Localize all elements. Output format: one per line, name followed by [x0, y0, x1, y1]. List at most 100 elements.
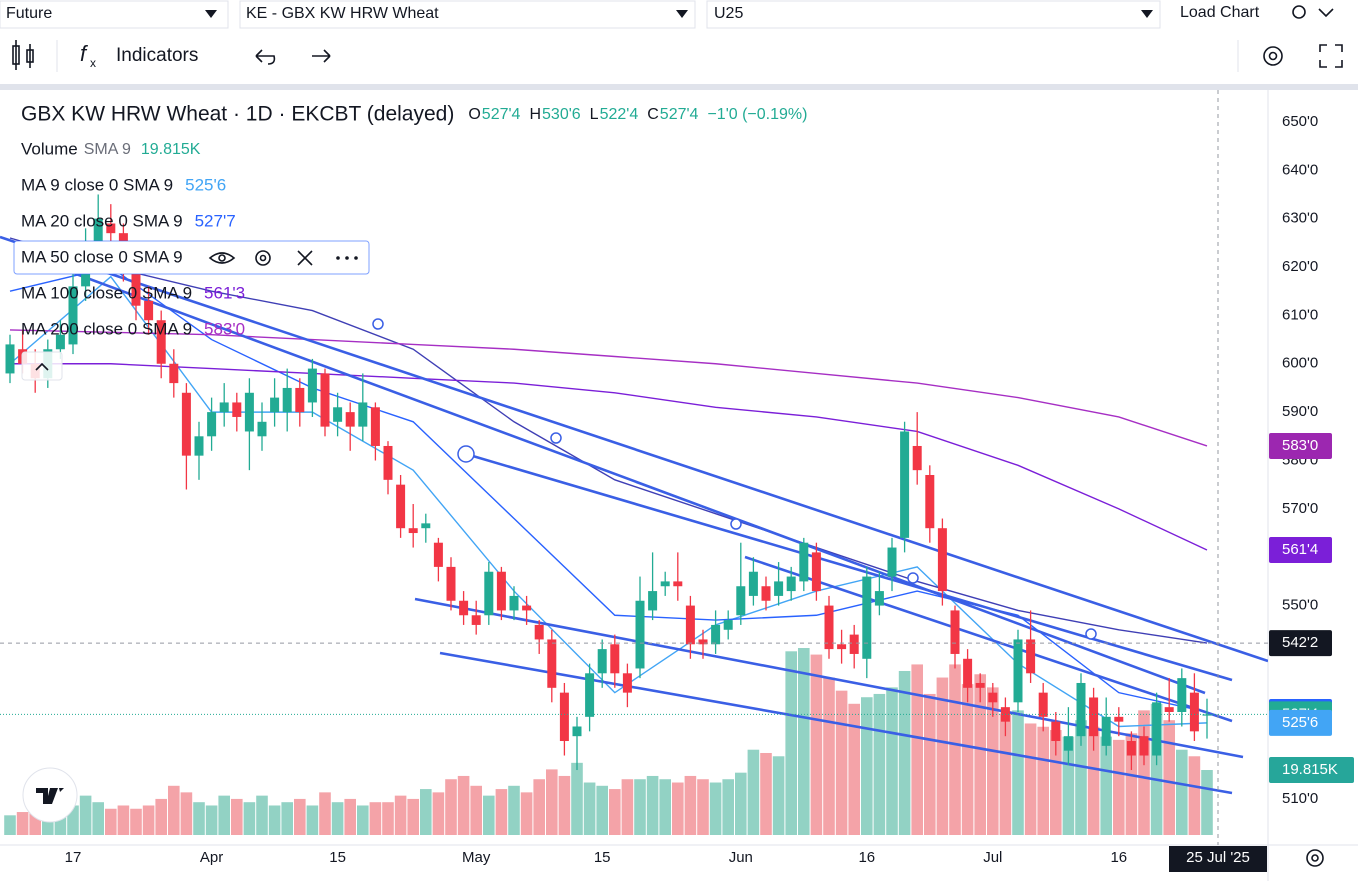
volume-bar — [231, 798, 243, 835]
candle-body — [282, 387, 292, 413]
legend-text: C — [647, 106, 659, 123]
volume-bar — [319, 792, 331, 835]
volume-bar — [1050, 730, 1062, 835]
candle-body — [1164, 707, 1174, 712]
dropdown[interactable] — [1141, 10, 1153, 18]
logo[interactable] — [22, 767, 78, 823]
y-tick-label: 510'0 — [1282, 790, 1318, 807]
trend-line[interactable] — [744, 555, 1233, 723]
legend-selected[interactable] — [13, 240, 370, 275]
redo[interactable] — [312, 49, 331, 63]
dropdown[interactable] — [205, 10, 217, 18]
chevron[interactable] — [1318, 8, 1334, 18]
candle-body — [1114, 716, 1124, 722]
anchor[interactable] — [1085, 628, 1097, 640]
legend-text: 561'3 — [204, 283, 245, 302]
volume-bar — [999, 713, 1012, 835]
candle-body — [849, 634, 859, 654]
anchor[interactable] — [907, 572, 919, 584]
axis-settings[interactable] — [1306, 849, 1324, 867]
candle-body — [950, 610, 960, 654]
volume-tag — [1269, 757, 1354, 783]
candle-body — [496, 571, 506, 611]
volume-bar — [394, 795, 407, 835]
settings-icon[interactable] — [1268, 51, 1278, 61]
indicators[interactable]: Indicators — [116, 45, 198, 66]
candle-body — [673, 581, 683, 587]
volume-bar — [256, 795, 268, 835]
field-box[interactable] — [706, 0, 1161, 29]
bar-style-icon[interactable] — [12, 40, 34, 70]
candle-body — [295, 387, 305, 413]
settings-icon[interactable] — [1263, 46, 1283, 66]
volume-bar — [92, 802, 104, 835]
volume-bar — [760, 752, 772, 835]
candle-body — [396, 484, 406, 529]
candle-body — [345, 412, 355, 427]
legend-text: MA 200 close 0 SMA 9 — [21, 319, 192, 338]
candle-body — [1177, 678, 1187, 712]
legend-text: L — [590, 106, 599, 123]
candle-body — [1038, 692, 1048, 717]
trend-line[interactable] — [465, 452, 1233, 682]
dropdown[interactable] — [676, 10, 688, 18]
collapse-icon[interactable] — [35, 362, 49, 371]
load-chart[interactable]: Load Chart — [1180, 4, 1260, 21]
collapse-button[interactable] — [21, 351, 63, 381]
ma-line — [9, 237, 1208, 644]
trend-line[interactable] — [59, 266, 1206, 695]
candle-body — [1126, 741, 1136, 756]
undo[interactable] — [255, 49, 276, 65]
candle-body — [761, 586, 771, 601]
price-tag — [1269, 536, 1332, 563]
field-box[interactable] — [0, 0, 229, 29]
settings-icon[interactable] — [1292, 5, 1306, 19]
x-tick-label: 16 — [858, 849, 875, 866]
candle-body — [181, 392, 191, 456]
field[interactable]: Future — [6, 5, 52, 22]
field-box[interactable] — [239, 0, 696, 29]
candle-body — [408, 528, 418, 534]
volume-bar — [369, 802, 382, 835]
fullscreen[interactable] — [1319, 44, 1343, 68]
trend-line[interactable] — [439, 651, 1233, 795]
anchor[interactable] — [550, 432, 562, 444]
candle-body — [471, 615, 481, 625]
volume-bar — [735, 772, 747, 835]
volume-bar — [168, 785, 180, 835]
candle-body — [711, 624, 721, 645]
volume-bar — [987, 687, 999, 835]
volume-bar — [621, 779, 634, 835]
candle-body — [459, 600, 469, 616]
candle-body — [169, 363, 179, 384]
anchor[interactable] — [730, 518, 742, 530]
legend-text: 583'0 — [204, 319, 245, 338]
volume-bar — [407, 798, 419, 835]
anchor[interactable] — [457, 445, 475, 463]
volume-bar — [659, 779, 671, 835]
trend-lines — [0, 235, 1268, 795]
candle-body — [207, 412, 217, 437]
candle-body — [484, 571, 494, 616]
candle-body — [370, 407, 380, 446]
field[interactable]: U25 — [714, 5, 743, 22]
volume-tag-label: 19.815K — [1282, 761, 1338, 778]
trend-line[interactable] — [0, 235, 1268, 663]
candle-body — [648, 591, 658, 611]
candle-body — [1101, 716, 1111, 746]
candle-body — [685, 605, 695, 645]
candle-body — [534, 624, 544, 640]
fx-icon[interactable]: f — [80, 41, 89, 66]
candle-body — [144, 300, 154, 321]
volume-bar — [722, 779, 734, 835]
anchor[interactable] — [372, 318, 384, 330]
legend-actions[interactable] — [208, 250, 358, 266]
volume-bar — [596, 785, 608, 835]
legend-text: O — [468, 106, 480, 123]
price-tag — [1269, 709, 1332, 736]
candle-body — [862, 576, 872, 659]
fx-icon[interactable]: x — [90, 56, 96, 70]
candle-body — [1189, 692, 1199, 732]
candle-body — [698, 639, 708, 645]
field[interactable]: KE - GBX KW HRW Wheat — [246, 5, 439, 22]
